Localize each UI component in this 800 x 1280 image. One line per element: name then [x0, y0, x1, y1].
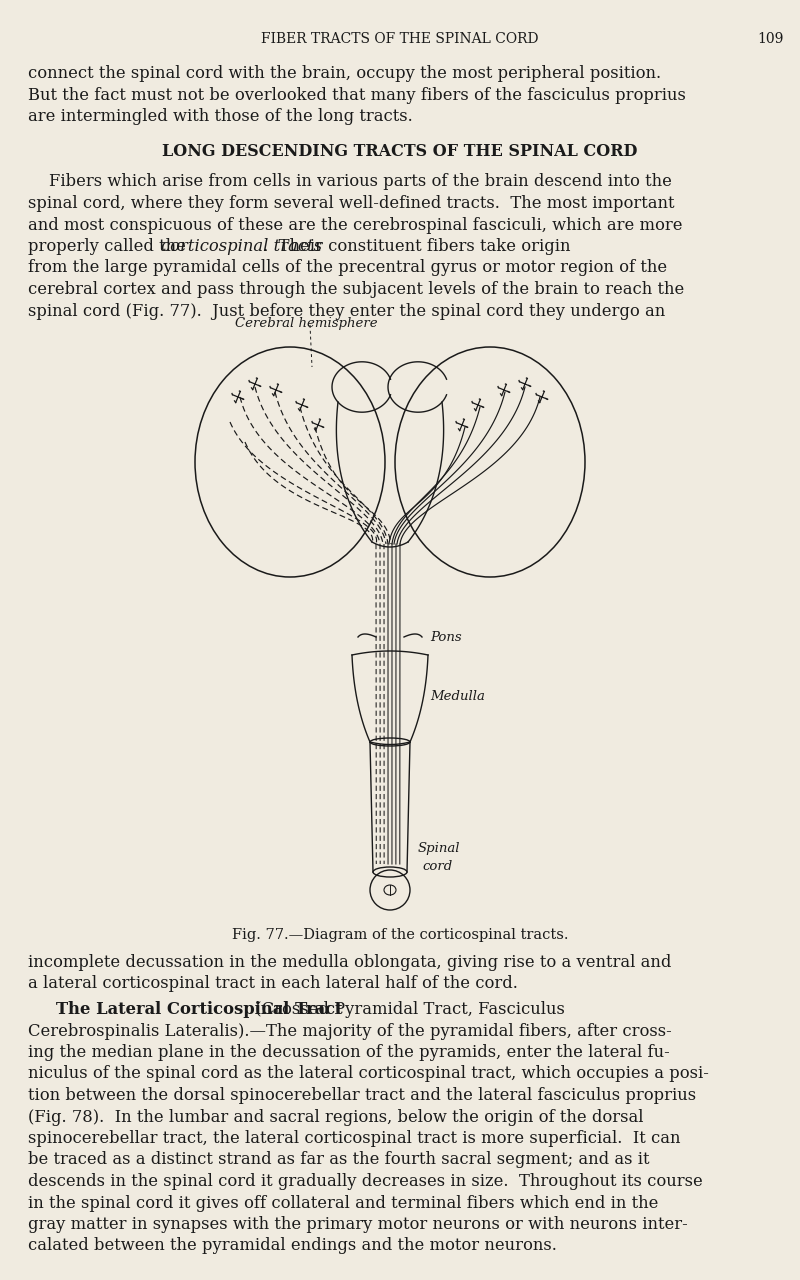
Text: Cerebral hemisphere: Cerebral hemisphere: [235, 317, 378, 330]
Text: be traced as a distinct strand as far as the fourth sacral segment; and as it: be traced as a distinct strand as far as…: [28, 1152, 650, 1169]
Text: in the spinal cord it gives off collateral and terminal fibers which end in the: in the spinal cord it gives off collater…: [28, 1194, 658, 1211]
Text: (Crossed Pyramidal Tract, Fasciculus: (Crossed Pyramidal Tract, Fasciculus: [250, 1001, 565, 1018]
Text: spinocerebellar tract, the lateral corticospinal tract is more superficial.  It : spinocerebellar tract, the lateral corti…: [28, 1130, 681, 1147]
Text: and most conspicuous of these are the cerebrospinal fasciculi, which are more: and most conspicuous of these are the ce…: [28, 216, 682, 233]
Text: are intermingled with those of the long tracts.: are intermingled with those of the long …: [28, 108, 413, 125]
Text: LONG DESCENDING TRACTS OF THE SPINAL CORD: LONG DESCENDING TRACTS OF THE SPINAL COR…: [162, 143, 638, 160]
Text: cord: cord: [422, 860, 452, 873]
Text: Cerebrospinalis Lateralis).—The majority of the pyramidal fibers, after cross-: Cerebrospinalis Lateralis).—The majority…: [28, 1023, 672, 1039]
Text: descends in the spinal cord it gradually decreases in size.  Throughout its cour: descends in the spinal cord it gradually…: [28, 1172, 702, 1190]
Text: Pons: Pons: [430, 631, 462, 644]
Text: spinal cord, where they form several well-defined tracts.  The most important: spinal cord, where they form several wel…: [28, 195, 674, 212]
Text: gray matter in synapses with the primary motor neurons or with neurons inter-: gray matter in synapses with the primary…: [28, 1216, 688, 1233]
Text: The Lateral Corticospinal Tract: The Lateral Corticospinal Tract: [56, 1001, 342, 1018]
Text: Fig. 77.—Diagram of the corticospinal tracts.: Fig. 77.—Diagram of the corticospinal tr…: [232, 928, 568, 942]
Text: But the fact must not be overlooked that many fibers of the fasciculus proprius: But the fact must not be overlooked that…: [28, 87, 686, 104]
Text: spinal cord (Fig. 77).  Just before they enter the spinal cord they undergo an: spinal cord (Fig. 77). Just before they …: [28, 302, 666, 320]
Text: connect the spinal cord with the brain, occupy the most peripheral position.: connect the spinal cord with the brain, …: [28, 65, 661, 82]
Text: (Fig. 78).  In the lumbar and sacral regions, below the origin of the dorsal: (Fig. 78). In the lumbar and sacral regi…: [28, 1108, 643, 1125]
Text: from the large pyramidal cells of the precentral gyrus or motor region of the: from the large pyramidal cells of the pr…: [28, 260, 667, 276]
Text: incomplete decussation in the medulla oblongata, giving rise to a ventral and: incomplete decussation in the medulla ob…: [28, 954, 671, 972]
Text: Medulla: Medulla: [430, 690, 485, 703]
Text: ing the median plane in the decussation of the pyramids, enter the lateral fu-: ing the median plane in the decussation …: [28, 1044, 670, 1061]
Text: tion between the dorsal spinocerebellar tract and the lateral fasciculus propriu: tion between the dorsal spinocerebellar …: [28, 1087, 696, 1103]
Text: niculus of the spinal cord as the lateral corticospinal tract, which occupies a : niculus of the spinal cord as the latera…: [28, 1065, 709, 1083]
Text: Fibers which arise from cells in various parts of the brain descend into the: Fibers which arise from cells in various…: [28, 174, 672, 191]
Text: calated between the pyramidal endings and the motor neurons.: calated between the pyramidal endings an…: [28, 1238, 557, 1254]
Text: cerebral cortex and pass through the subjacent levels of the brain to reach the: cerebral cortex and pass through the sub…: [28, 282, 684, 298]
Text: Spinal: Spinal: [418, 842, 461, 855]
Text: 109: 109: [757, 32, 783, 46]
Text: corticospinal tracts: corticospinal tracts: [161, 238, 322, 255]
Text: FIBER TRACTS OF THE SPINAL CORD: FIBER TRACTS OF THE SPINAL CORD: [262, 32, 538, 46]
Text: a lateral corticospinal tract in each lateral half of the cord.: a lateral corticospinal tract in each la…: [28, 975, 518, 992]
Text: properly called the: properly called the: [28, 238, 191, 255]
Text: .  Their constituent fibers take origin: . Their constituent fibers take origin: [263, 238, 570, 255]
